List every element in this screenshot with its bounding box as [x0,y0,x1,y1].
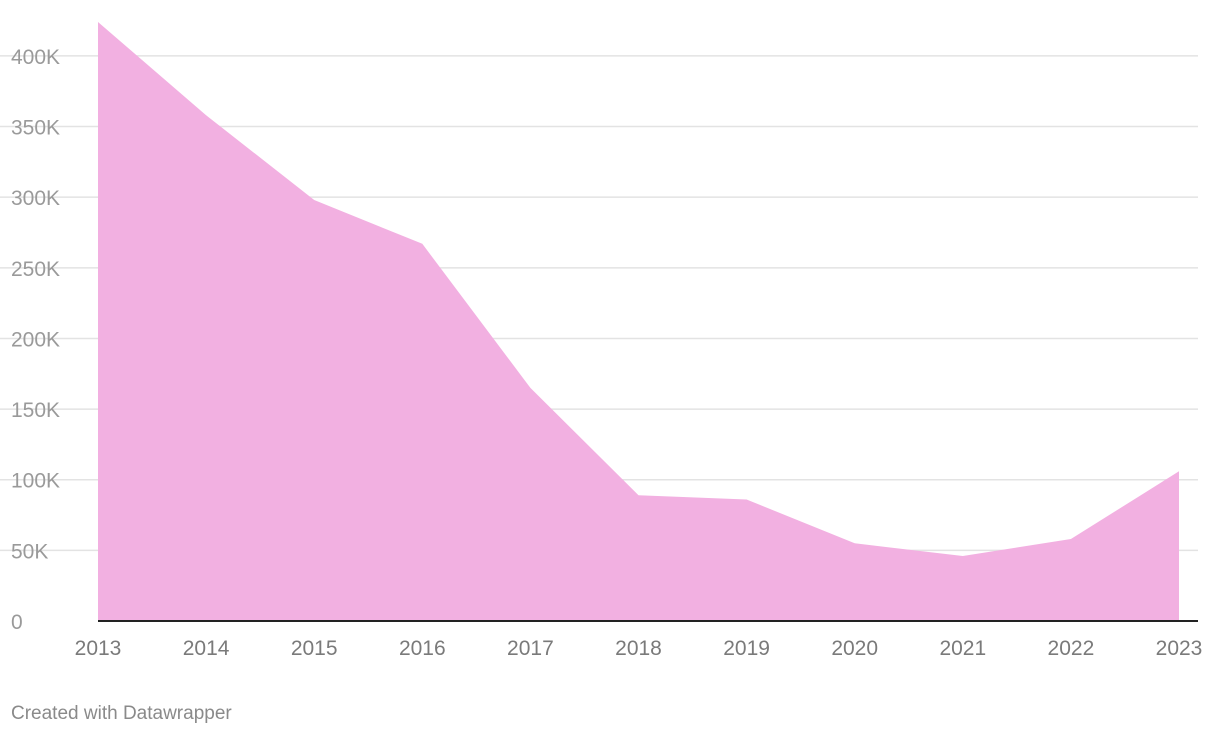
y-tick-label: 0 [11,611,23,634]
x-tick-label: 2021 [939,637,986,660]
credit-text: Created with Datawrapper [11,703,232,724]
x-tick-label: 2019 [723,637,770,660]
x-tick-label: 2023 [1156,637,1203,660]
x-tick-label: 2016 [399,637,446,660]
x-tick-label: 2020 [831,637,878,660]
x-tick-label: 2017 [507,637,554,660]
y-tick-label: 250K [11,258,60,281]
x-tick-label: 2015 [291,637,338,660]
y-tick-label: 300K [11,187,60,210]
y-tick-label: 150K [11,399,60,422]
axes: 0 50K 100K 150K 200K 250K 300K 350K 400K 2013 2014… [11,46,1202,660]
x-tick-label: 2013 [75,637,122,660]
area-series-layer [97,21,1180,621]
y-tick-label: 200K [11,328,60,351]
y-tick-label: 400K [11,46,60,69]
x-tick-label: 2022 [1048,637,1095,660]
x-tick-label: 2014 [183,637,230,660]
area-series-0 [98,22,1179,621]
y-tick-label: 350K [11,117,60,140]
y-tick-label: 100K [11,470,60,493]
x-tick-label: 2018 [615,637,662,660]
area-chart: 0 50K 100K 150K 200K 250K 300K 350K 400K 2013 2014… [0,21,1202,660]
y-tick-label: 50K [11,540,48,563]
